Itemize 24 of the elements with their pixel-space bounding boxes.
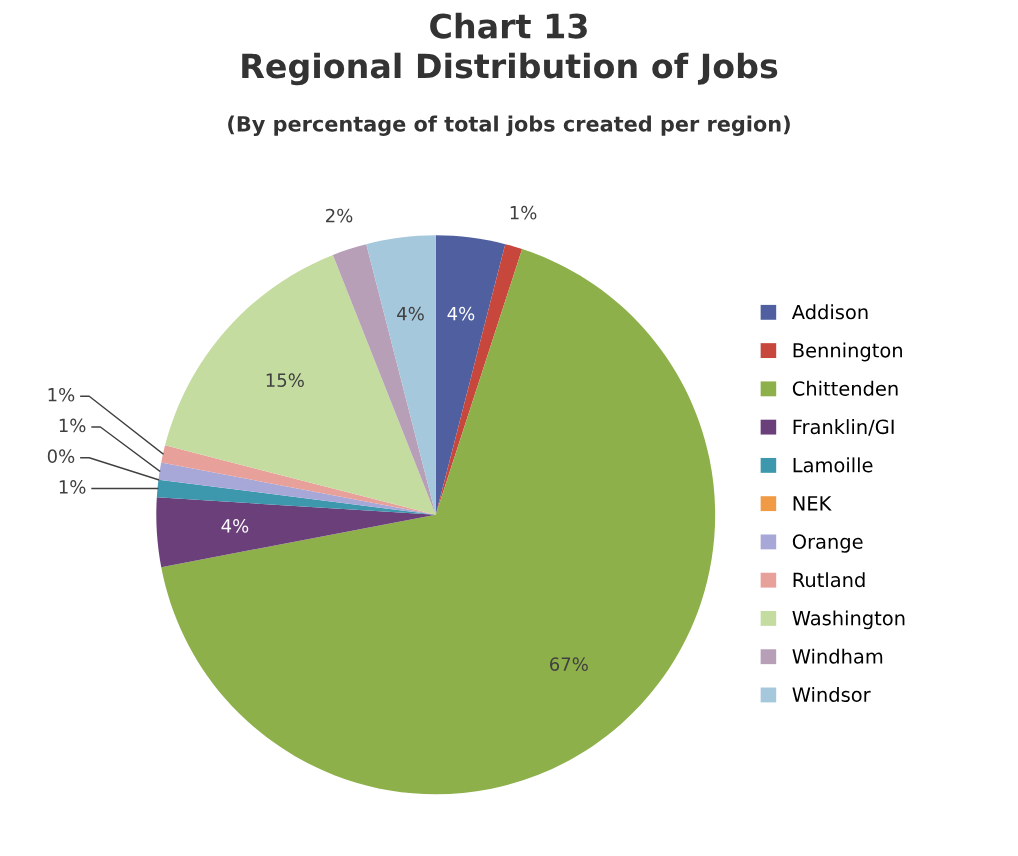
data-label: 1% <box>510 205 537 220</box>
legend-label: Windham <box>792 648 883 664</box>
legend-label: Addison <box>791 304 868 320</box>
data-label: 1% <box>59 480 86 494</box>
legend-label: Rutland <box>793 572 865 588</box>
chart-title: Chart 13 Regional Distribution of Jobs <box>242 12 778 86</box>
data-label: 67% <box>550 657 588 671</box>
data-label: 1% <box>48 387 75 402</box>
text: 0% <box>47 449 75 464</box>
legend-label: Franklin/GI <box>793 419 894 436</box>
legend-label: Chittenden <box>792 380 898 396</box>
legend-label: Lamoille <box>793 457 873 473</box>
data-label: 1% <box>59 418 86 433</box>
legend-label: NEK <box>793 496 832 511</box>
data-label: 4% <box>221 519 249 533</box>
data-label: 15% <box>266 373 304 387</box>
data-label: 4% <box>397 306 424 321</box>
legend-label: Washington <box>792 610 905 630</box>
legend-label: Windsor <box>792 686 871 702</box>
legend-label: Orange <box>792 534 863 553</box>
data-label: 4% <box>447 306 475 321</box>
chart-subtitle: (By percentage of total jobs created per region) <box>228 115 790 136</box>
data-label: 2% <box>326 208 353 223</box>
legend-label: Bennington <box>793 342 902 362</box>
